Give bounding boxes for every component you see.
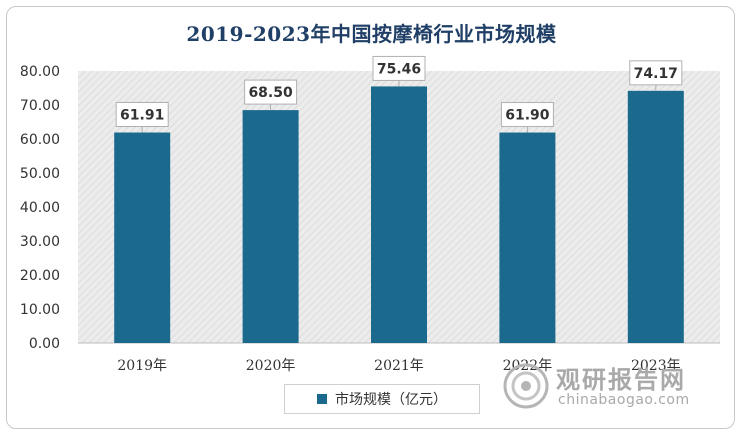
legend-label: 市场规模（亿元） — [335, 392, 447, 408]
x-tick-label: 2021年 — [374, 358, 424, 374]
data-label: 61.90 — [505, 108, 550, 124]
legend: 市场规模（亿元） — [284, 384, 480, 414]
chart-title: 2019-2023年中国按摩椅行业市场规模 — [186, 22, 557, 46]
bar — [627, 90, 684, 344]
bar — [371, 86, 427, 343]
bar — [114, 132, 171, 343]
y-tick-label: 30.00 — [20, 234, 60, 250]
y-tick-label: 10.00 — [20, 302, 60, 318]
legend-swatch — [317, 394, 327, 404]
bar — [499, 132, 556, 343]
watermark: 观研报告网 chinabaogao.com — [500, 358, 700, 418]
watermark-logo-icon — [503, 363, 549, 409]
bar — [242, 110, 299, 343]
data-label-box — [372, 55, 426, 81]
y-tick-label: 60.00 — [20, 132, 60, 148]
data-label: 61.91 — [120, 108, 164, 124]
data-label-box — [629, 60, 683, 86]
data-label: 68.50 — [248, 85, 293, 101]
watermark-url: chinabaogao.com — [558, 392, 690, 408]
y-tick-label: 0.00 — [29, 336, 60, 352]
data-label: 74.17 — [634, 66, 678, 82]
x-tick-label: 2023年 — [631, 358, 681, 374]
data-label: 75.46 — [377, 61, 421, 77]
y-tick-label: 40.00 — [20, 200, 60, 216]
data-label-box — [115, 102, 169, 128]
y-tick-label: 70.00 — [20, 98, 60, 114]
y-tick-label: 50.00 — [20, 166, 60, 182]
watermark-name: 观研报告网 — [556, 366, 686, 394]
x-tick-label: 2020年 — [246, 358, 296, 374]
data-label-box — [244, 79, 298, 105]
y-tick-label: 80.00 — [20, 64, 60, 80]
y-tick-label: 20.00 — [20, 268, 60, 284]
x-tick-label: 2019年 — [117, 358, 167, 374]
data-label-box — [500, 102, 554, 128]
